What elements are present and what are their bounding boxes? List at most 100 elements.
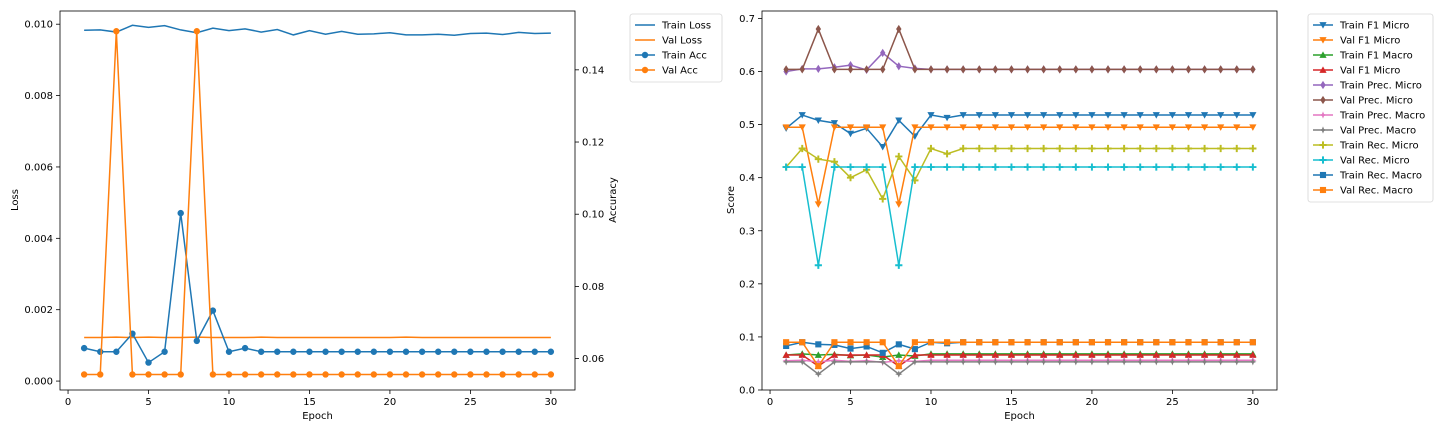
val-rec-macro-point [976,339,982,345]
val-prec-micro-point [1202,65,1207,73]
val-acc-point [322,371,328,377]
val-rec-macro-point [1041,339,1047,345]
legend-label: Val F1 Micro [1340,66,1400,77]
legend-label: Val Rec. Micro [1340,156,1410,167]
train-acc-point [338,349,344,355]
loss-x-axis-title: Epoch [302,411,333,422]
train-rec-micro-point [1040,145,1047,152]
accuracy-y-ticks: 0.060.080.100.120.14 [575,65,604,365]
legend-label: Train Acc [661,51,707,62]
val-acc-point [499,371,505,377]
val-rec-micro-point [1217,163,1224,170]
legend-marker [642,67,648,73]
val-rec-micro-point [815,262,822,269]
val-rec-macro-point [912,339,918,345]
val-acc-point [483,371,489,377]
val-acc-point [129,371,135,377]
x-tick-label: 5 [145,397,151,408]
val-f1-micro-point [815,201,822,207]
x-tick-label: 10 [223,397,236,408]
val-prec-micro-point [1170,65,1175,73]
val-acc-point [515,371,521,377]
train-f1-micro-point [879,144,886,150]
train-rec-macro-line [786,342,1253,353]
val-prec-macro-point [1088,358,1095,365]
val-acc-point [403,371,409,377]
val-prec-micro-point [1041,65,1046,73]
val-prec-micro-point [848,65,853,73]
train-acc-point [194,338,200,344]
val-acc-point [178,371,184,377]
val-prec-micro-point [928,65,933,73]
val-prec-micro-point [1073,65,1078,73]
val-acc-point [371,371,377,377]
val-rec-macro-point [960,339,966,345]
legend-label: Train F1 Macro [1339,51,1413,62]
train-acc-point [403,349,409,355]
train-acc-line [84,213,551,362]
train-f1-micro-point [943,115,950,121]
train-rec-micro-point [992,145,999,152]
val-rec-micro-point [847,163,854,170]
val-rec-micro-point [799,163,806,170]
val-acc-point [97,371,103,377]
train-rec-micro-point [1072,145,1079,152]
series-train-f1-micro [783,112,1257,150]
legend-label: Val Loss [662,36,702,47]
y-tick-label: 0.000 [24,377,53,388]
train-rec-macro-point [847,346,853,352]
val-prec-macro-point [1056,358,1063,365]
legend-label: Val Prec. Micro [1340,96,1413,107]
val-prec-micro-point [864,65,869,73]
val-rec-micro-point [1072,163,1079,170]
loss-plot-frame [60,11,575,390]
legend-label: Train Prec. Macro [1339,111,1425,122]
train-acc-point [81,345,87,351]
train-prec-micro-point [816,65,821,73]
val-acc-point [145,371,151,377]
val-rec-macro-point [783,339,789,345]
series-val-prec-macro [783,358,1257,377]
train-loss-line [84,25,551,35]
train-acc-point [419,349,425,355]
train-acc-point [435,349,441,355]
val-acc-point [532,371,538,377]
train-rec-micro-point [1185,145,1192,152]
val-acc-point [355,371,361,377]
val-acc-point [113,28,119,34]
val-acc-point [194,28,200,34]
val-rec-micro-point [1249,163,1256,170]
val-acc-point [467,371,473,377]
y-tick-label: 0.6 [739,67,755,78]
val-prec-macro-point [1249,358,1256,365]
x-tick-label: 10 [925,397,938,408]
val-prec-micro-point [977,65,982,73]
x-tick-label: 25 [464,397,477,408]
y-tick-label: 0.002 [24,305,53,316]
val-prec-micro-point [993,65,998,73]
train-rec-micro-point [1056,145,1063,152]
train-rec-micro-point [1104,145,1111,152]
val-rec-macro-point [928,339,934,345]
val-rec-macro-point [1153,339,1159,345]
val-acc-point [81,371,87,377]
train-rec-micro-point [1249,145,1256,152]
val-prec-macro-point [1153,358,1160,365]
series-train-acc [81,210,554,366]
x-tick-label: 20 [1086,397,1099,408]
train-acc-point [371,349,377,355]
x-tick-label: 0 [767,397,773,408]
val-prec-macro-point [976,358,983,365]
score-plot-frame [762,11,1277,390]
x-tick-label: 0 [65,397,71,408]
val-rec-micro-point [927,163,934,170]
x-tick-label: 5 [847,397,853,408]
val-rec-macro-point [1073,339,1079,345]
train-acc-point [113,349,119,355]
train-f1-micro-line [786,115,1253,147]
y-tick-label: 0.004 [24,234,53,245]
